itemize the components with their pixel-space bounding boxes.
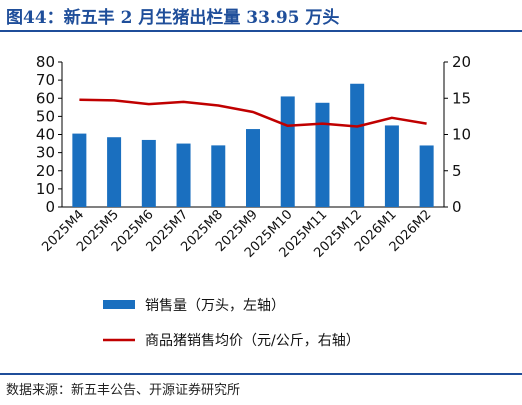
- left-axis-tick-label: 50: [36, 107, 55, 125]
- bar: [72, 133, 87, 207]
- bar: [419, 145, 434, 207]
- legend-swatch-bar: [103, 300, 135, 309]
- bar: [350, 83, 365, 207]
- right-axis-tick-label: 10: [452, 126, 471, 144]
- bar: [280, 96, 295, 207]
- title-divider: [0, 30, 522, 32]
- left-axis-tick-label: 40: [36, 126, 55, 144]
- right-axis-tick-label: 0: [452, 198, 462, 216]
- bar-series: [72, 83, 434, 207]
- bar: [211, 145, 226, 207]
- line-series: [79, 98, 427, 128]
- chart-title: 图44：新五丰 2 月生猪出栏量 33.95 万头: [6, 8, 340, 28]
- legend-label-bar: 销售量（万头，左轴）: [145, 298, 285, 314]
- left-axis-tick-label: 20: [36, 162, 55, 180]
- left-axis-tick-label: 30: [36, 144, 55, 162]
- left-axis-tick-label: 70: [36, 71, 55, 89]
- bar: [246, 129, 260, 207]
- bar: [141, 139, 156, 207]
- bar: [107, 137, 122, 207]
- right-axis-tick-label: 15: [452, 89, 471, 107]
- left-axis-tick-label: 10: [36, 180, 55, 198]
- left-axis-tick-label: 80: [36, 53, 55, 71]
- x-axis-ticks: 2025M42025M52025M62025M72025M82025M92025…: [39, 207, 434, 261]
- left-axis-tick-label: 0: [45, 198, 55, 216]
- footer-divider: [0, 373, 522, 375]
- data-source-note: 数据来源：新五丰公告、开源证券研究所: [6, 383, 241, 398]
- left-axis-tick-label: 60: [36, 89, 55, 107]
- price-line: [79, 98, 427, 128]
- right-axis-tick-label: 20: [452, 53, 471, 71]
- bar: [176, 143, 191, 207]
- bar: [315, 102, 330, 207]
- legend-label-line: 商品猪销售均价（元/公斤，右轴）: [145, 333, 360, 349]
- bar: [384, 125, 399, 207]
- legend: 销售量（万头，左轴） 商品猪销售均价（元/公斤，右轴）: [103, 298, 360, 349]
- right-axis-ticks: 0 5 10 15 20: [444, 53, 471, 216]
- right-axis-tick-label: 5: [452, 162, 462, 180]
